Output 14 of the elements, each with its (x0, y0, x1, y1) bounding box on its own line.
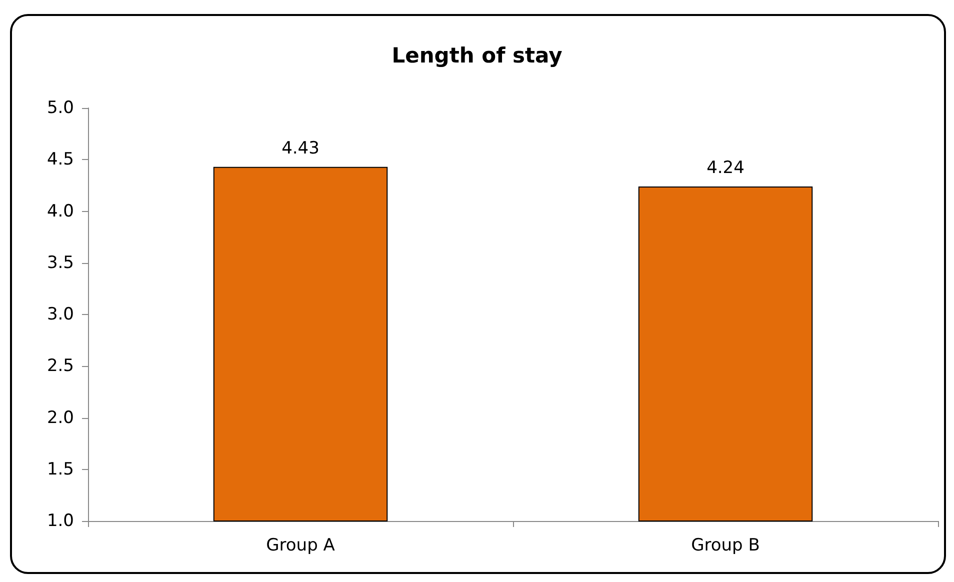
y-tick-label: 3.5 (46, 252, 74, 273)
x-tick-label: Group B (691, 536, 760, 556)
y-tick-label: 3.0 (46, 304, 74, 324)
data-label: 4.43 (282, 138, 320, 158)
y-tick-label: 1.0 (46, 511, 74, 531)
data-label: 4.24 (706, 158, 744, 178)
x-tick-label: Group A (266, 536, 336, 556)
chart-title: Length of stay (392, 44, 563, 68)
y-tick-label: 2.0 (46, 408, 74, 428)
y-tick-label: 4.5 (46, 150, 74, 170)
y-tick-label: 4.0 (46, 201, 74, 222)
y-tick-label: 1.5 (46, 459, 74, 480)
y-tick-label: 5.0 (46, 98, 74, 118)
y-tick-label: 2.5 (46, 356, 74, 376)
